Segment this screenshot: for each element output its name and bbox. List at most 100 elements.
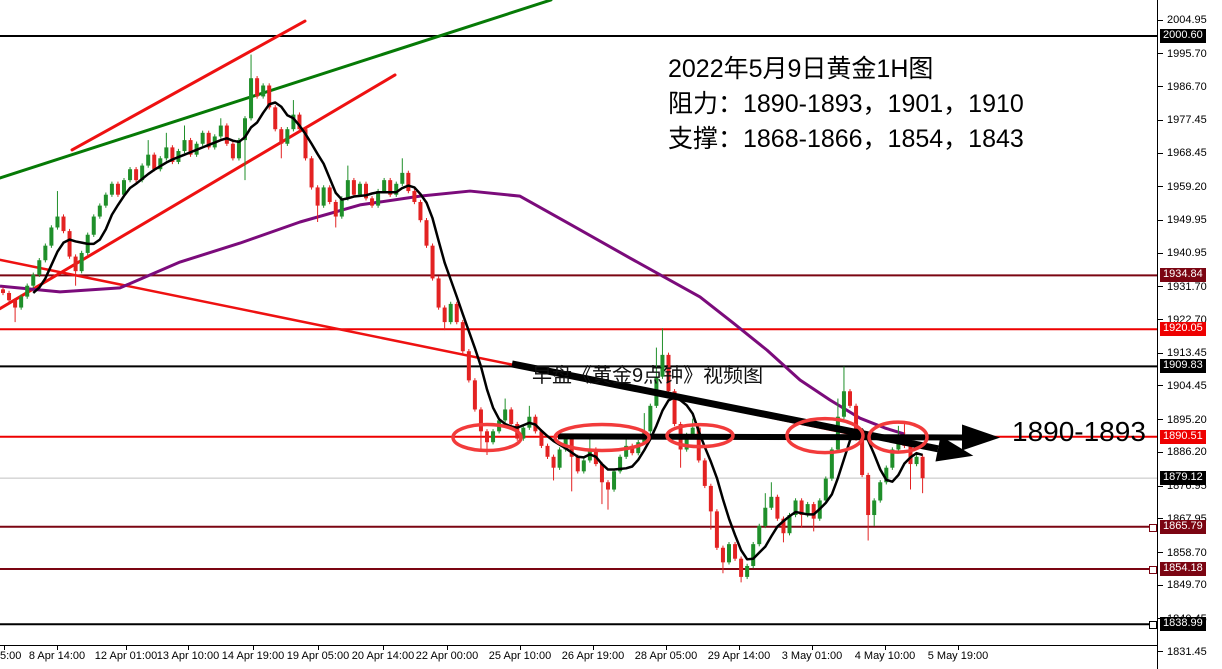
price-axis-dash xyxy=(1158,518,1163,520)
candle-body xyxy=(339,198,344,217)
price-axis: 2004.95 1995.70 1986.70 1977.45 1968.45 1959.… xyxy=(1149,0,1222,669)
candle-body xyxy=(206,132,211,148)
time-axis-dash xyxy=(383,646,384,650)
candle-body xyxy=(218,125,223,137)
candle-body xyxy=(146,154,151,166)
time-axis-dash xyxy=(318,646,319,650)
time-axis-dash xyxy=(447,646,448,650)
candle-body xyxy=(315,187,320,206)
candle-body xyxy=(182,140,187,152)
candle-body xyxy=(261,85,266,97)
candle-body xyxy=(630,445,635,454)
fast-ma-line xyxy=(32,101,923,561)
candle-body xyxy=(890,449,895,468)
price-axis-dash xyxy=(1158,419,1163,421)
candle-body xyxy=(442,307,447,323)
candle-body xyxy=(61,216,66,232)
candle-body xyxy=(612,471,617,490)
level-square-marker xyxy=(1149,523,1157,532)
analysis-note: 2022年5月9日黄金1H图 阻力：1890-1893，1901，1910 支撑… xyxy=(668,52,1024,157)
time-axis-tick: 29 Apr 14:00 xyxy=(707,650,771,662)
candle-body xyxy=(775,496,780,519)
price-axis-dash xyxy=(1158,186,1163,188)
breakdown-arrow-head xyxy=(935,436,974,462)
candle-body xyxy=(309,158,314,188)
candle-body xyxy=(478,409,483,432)
candle-body xyxy=(388,180,393,195)
candle-body xyxy=(152,154,157,170)
ascending-channel-lower xyxy=(0,73,397,311)
candle-body xyxy=(109,183,114,195)
price-axis-dash xyxy=(1158,485,1163,487)
price-level-label: 2000.60 xyxy=(1160,29,1206,43)
candle-body xyxy=(739,558,744,577)
candle-body xyxy=(829,449,834,479)
price-axis-dash xyxy=(1158,286,1163,288)
candle-body xyxy=(835,416,840,450)
level-square-marker xyxy=(1149,621,1157,630)
price-axis-dash xyxy=(1158,451,1163,453)
candle-body xyxy=(920,456,925,479)
candle-body xyxy=(624,445,629,457)
candle-body xyxy=(860,438,865,475)
price-axis-tick: 1940.95 xyxy=(1167,247,1207,260)
time-axis-tick: 5 May 19:00 xyxy=(927,650,989,662)
time-axis-dash xyxy=(812,646,813,650)
price-axis-tick: 1968.45 xyxy=(1167,147,1207,160)
green-uptrend xyxy=(0,0,553,180)
price-level-label: 1934.84 xyxy=(1160,268,1206,283)
candle-body xyxy=(412,191,417,202)
candle-body xyxy=(618,456,623,472)
highlight-ellipse-3 xyxy=(665,422,735,449)
candle-body xyxy=(115,183,120,195)
candle-body xyxy=(25,285,30,297)
candle-body xyxy=(503,409,508,421)
candle-body xyxy=(200,132,205,144)
time-axis-tick: 22 Apr 00:00 xyxy=(415,650,479,662)
price-level-label: 1879.12 xyxy=(1160,471,1206,486)
time-axis-dash xyxy=(958,646,959,650)
resistance-arrow-head xyxy=(961,424,1000,451)
price-axis-dash xyxy=(1158,319,1163,321)
price-level-label: 1920.05 xyxy=(1160,322,1206,337)
price-axis-dash xyxy=(1158,152,1163,154)
candle-body xyxy=(67,231,72,257)
price-axis-dash xyxy=(1158,385,1163,387)
candle-body xyxy=(666,354,671,392)
candle-body xyxy=(370,198,375,206)
candle-body xyxy=(97,205,102,217)
candle-body xyxy=(236,140,241,159)
time-axis-tick: 14 Apr 19:00 xyxy=(221,650,285,662)
highlight-ellipse-5 xyxy=(867,420,929,454)
candle-body xyxy=(763,507,768,526)
candle-body xyxy=(884,467,889,483)
candle-body xyxy=(872,500,877,516)
candle-body xyxy=(297,114,302,130)
candle-body xyxy=(436,278,441,308)
price-axis-tick: 1949.95 xyxy=(1167,214,1207,227)
candle-body xyxy=(321,187,326,206)
price-axis-tick: 1858.70 xyxy=(1167,546,1207,559)
candle-body xyxy=(745,565,750,577)
ascending-channel-upper xyxy=(70,19,307,152)
highlight-ellipse-4 xyxy=(785,416,865,455)
candle-body xyxy=(551,456,556,468)
candle-body xyxy=(757,525,762,545)
candle-body xyxy=(793,500,798,516)
highlight-ellipse-2 xyxy=(553,422,651,453)
candle-body xyxy=(781,518,786,534)
candle-body xyxy=(279,129,284,144)
candle-body xyxy=(400,172,405,184)
candle-body xyxy=(581,460,586,472)
candle-body xyxy=(848,391,852,406)
price-level-label: 1854.18 xyxy=(1160,561,1206,576)
candle-body xyxy=(140,165,145,181)
candle-body xyxy=(430,245,435,279)
price-axis-dash xyxy=(1158,53,1163,55)
resistance-zone-label: 1890-1893 xyxy=(1012,416,1146,447)
time-axis-tick: 3 May 01:00 xyxy=(781,650,843,662)
candle-body xyxy=(811,504,816,519)
candle-body xyxy=(672,391,677,425)
price-level-label: 1865.79 xyxy=(1160,519,1206,534)
candle-body xyxy=(351,180,356,195)
